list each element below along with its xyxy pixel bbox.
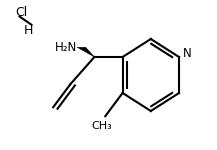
Text: H₂N: H₂N — [55, 41, 77, 54]
Text: N: N — [183, 47, 192, 60]
Text: CH₃: CH₃ — [92, 121, 112, 131]
Text: Cl: Cl — [15, 6, 27, 18]
Text: H: H — [23, 24, 33, 36]
Polygon shape — [77, 47, 94, 57]
